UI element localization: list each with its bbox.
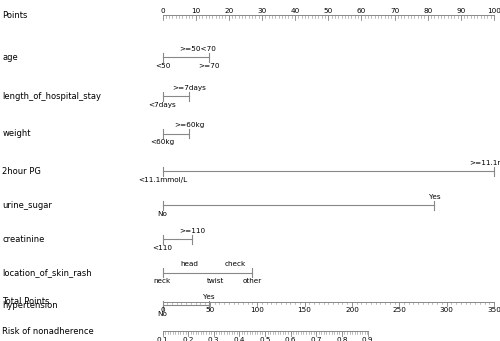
Text: 10: 10 bbox=[191, 8, 200, 14]
Text: 0.6: 0.6 bbox=[285, 337, 296, 341]
Text: 0.4: 0.4 bbox=[234, 337, 245, 341]
Text: 80: 80 bbox=[423, 8, 432, 14]
Text: >=110: >=110 bbox=[180, 228, 206, 234]
Text: 0.9: 0.9 bbox=[362, 337, 373, 341]
Text: 150: 150 bbox=[298, 307, 312, 313]
Text: Yes: Yes bbox=[203, 294, 214, 300]
Text: creatinine: creatinine bbox=[2, 235, 45, 244]
Text: >=60kg: >=60kg bbox=[174, 122, 204, 128]
Text: <7days: <7days bbox=[148, 102, 176, 108]
Text: twist: twist bbox=[207, 278, 224, 284]
Text: urine_sugar: urine_sugar bbox=[2, 201, 52, 210]
Text: length_of_hospital_stay: length_of_hospital_stay bbox=[2, 92, 102, 101]
Text: <60kg: <60kg bbox=[150, 139, 174, 145]
Text: Yes: Yes bbox=[428, 194, 440, 200]
Text: >=70: >=70 bbox=[198, 63, 220, 69]
Text: Total Points: Total Points bbox=[2, 297, 50, 306]
Text: 100: 100 bbox=[250, 307, 264, 313]
Text: 0.1: 0.1 bbox=[157, 337, 168, 341]
Text: 30: 30 bbox=[258, 8, 266, 14]
Text: check: check bbox=[225, 261, 246, 267]
Text: 50: 50 bbox=[324, 8, 333, 14]
Text: hypertension: hypertension bbox=[2, 301, 58, 310]
Text: Points: Points bbox=[2, 11, 28, 20]
Text: other: other bbox=[242, 278, 262, 284]
Text: neck: neck bbox=[154, 278, 171, 284]
Text: <110: <110 bbox=[152, 245, 172, 251]
Text: 60: 60 bbox=[357, 8, 366, 14]
Text: 90: 90 bbox=[456, 8, 466, 14]
Text: <50: <50 bbox=[155, 63, 170, 69]
Text: 2hour PG: 2hour PG bbox=[2, 167, 42, 176]
Text: 0.7: 0.7 bbox=[310, 337, 322, 341]
Text: 250: 250 bbox=[392, 307, 406, 313]
Text: 0.3: 0.3 bbox=[208, 337, 220, 341]
Text: 0.8: 0.8 bbox=[336, 337, 347, 341]
Text: 70: 70 bbox=[390, 8, 399, 14]
Text: 300: 300 bbox=[440, 307, 454, 313]
Text: No: No bbox=[158, 311, 168, 317]
Text: location_of_skin_rash: location_of_skin_rash bbox=[2, 268, 92, 277]
Text: 0.2: 0.2 bbox=[182, 337, 194, 341]
Text: 0: 0 bbox=[160, 8, 165, 14]
Text: weight: weight bbox=[2, 129, 31, 138]
Text: >=11.1mmol/L: >=11.1mmol/L bbox=[469, 160, 500, 166]
Text: No: No bbox=[158, 211, 168, 217]
Text: >=7days: >=7days bbox=[172, 85, 206, 91]
Text: 40: 40 bbox=[290, 8, 300, 14]
Text: head: head bbox=[180, 261, 198, 267]
Text: 100: 100 bbox=[487, 8, 500, 14]
Text: 20: 20 bbox=[224, 8, 234, 14]
Text: 50: 50 bbox=[205, 307, 214, 313]
Text: 0: 0 bbox=[160, 307, 165, 313]
Text: 350: 350 bbox=[487, 307, 500, 313]
Text: Risk of nonadherence: Risk of nonadherence bbox=[2, 327, 94, 336]
Text: age: age bbox=[2, 53, 18, 62]
Text: >=50<70: >=50<70 bbox=[179, 46, 216, 52]
Text: 200: 200 bbox=[345, 307, 359, 313]
Text: <11.1mmol/L: <11.1mmol/L bbox=[138, 177, 187, 183]
Text: 0.5: 0.5 bbox=[259, 337, 271, 341]
